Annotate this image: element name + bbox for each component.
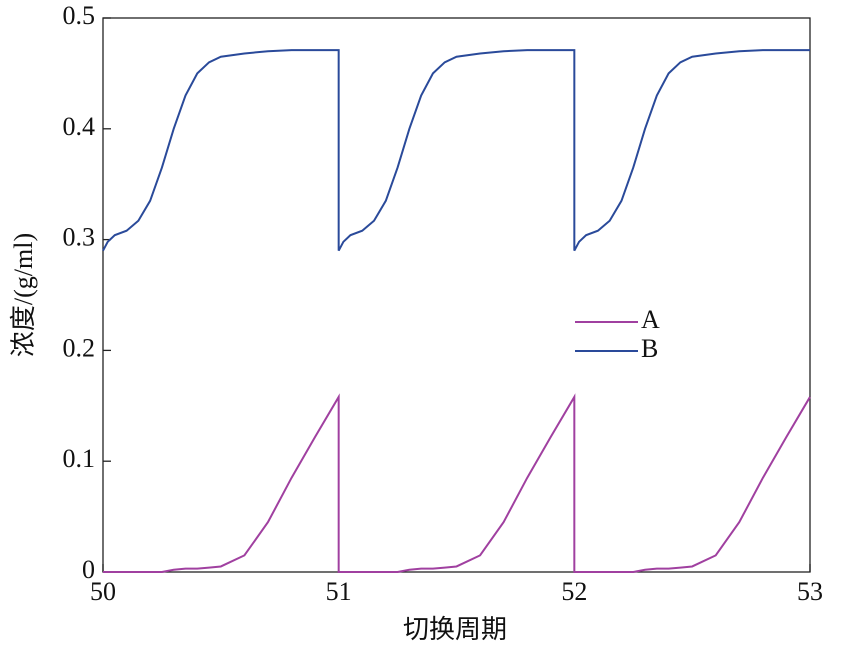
y-tick-label: 0.5 <box>63 1 96 30</box>
y-axis-label: 浓度/(g/ml) <box>9 233 38 357</box>
x-axis-label: 切换周期 <box>403 615 507 644</box>
y-tick-label: 0.2 <box>63 333 96 362</box>
x-tick-label: 53 <box>797 577 823 606</box>
y-tick-label: 0.4 <box>63 112 96 141</box>
y-tick-label: 0.3 <box>63 223 96 252</box>
plot-frame <box>102 17 811 573</box>
legend-label: B <box>641 334 658 363</box>
line-series <box>103 393 811 573</box>
line-series <box>102 49 810 252</box>
y-tick-label: 0 <box>82 555 95 584</box>
x-tick-label: 50 <box>90 577 116 606</box>
legend-label: A <box>641 305 660 334</box>
y-tick-label: 0.1 <box>63 444 96 473</box>
x-tick-label: 51 <box>326 577 352 606</box>
x-tick-label: 52 <box>561 577 587 606</box>
